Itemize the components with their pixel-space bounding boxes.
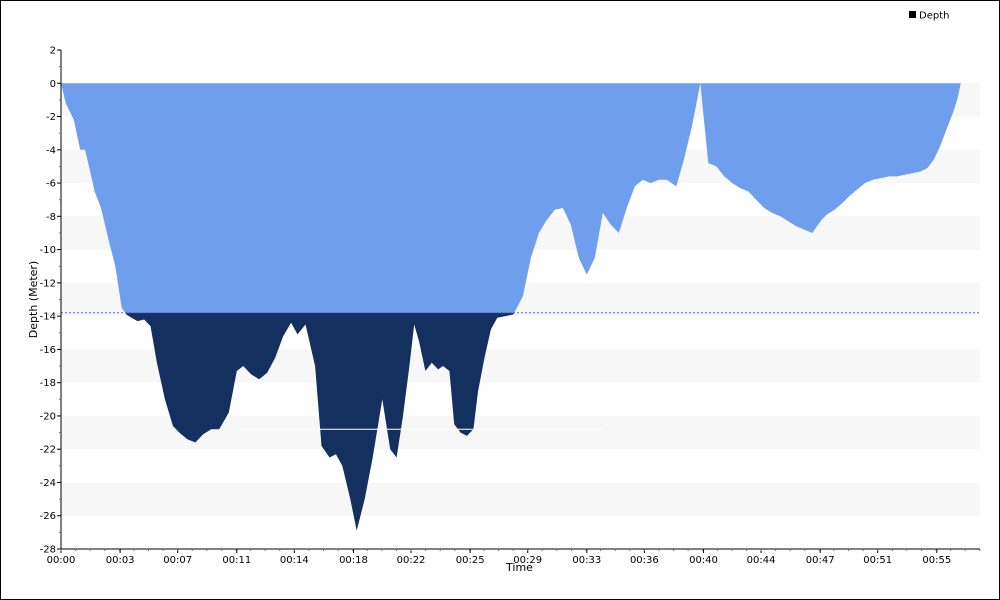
x-tick-label: 00:18 — [339, 555, 368, 566]
y-tick-label: -8 — [46, 212, 56, 223]
x-tick-label: 00:03 — [106, 555, 135, 566]
x-tick-label: 00:22 — [397, 555, 426, 566]
y-tick-label: -6 — [46, 179, 56, 190]
y-tick-label: 2 — [50, 46, 56, 57]
y-tick-label: -18 — [40, 378, 56, 389]
x-tick-label: 00:25 — [456, 555, 485, 566]
y-tick-label: -22 — [40, 445, 56, 456]
y-tick-label: -14 — [40, 312, 56, 323]
y-tick-label: -2 — [46, 112, 56, 123]
x-tick-label: 00:36 — [630, 555, 659, 566]
legend-label: Depth — [919, 11, 949, 22]
y-tick-label: -10 — [40, 245, 56, 256]
y-tick-label: -26 — [40, 511, 56, 522]
x-tick-label: 00:33 — [572, 555, 601, 566]
x-tick-label: 00:40 — [689, 555, 718, 566]
y-tick-label: -20 — [40, 411, 56, 422]
x-tick-label: 00:11 — [222, 555, 251, 566]
x-tick-label: 00:44 — [747, 555, 776, 566]
y-tick-label: -28 — [40, 545, 56, 556]
grid-band — [61, 482, 980, 516]
y-axis-title: Depth (Meter) — [27, 261, 40, 338]
x-axis-title: Time — [505, 561, 533, 574]
x-tick-label: 00:47 — [806, 555, 835, 566]
y-tick-label: -16 — [40, 345, 56, 356]
y-tick-label: -4 — [46, 145, 56, 156]
y-tick-label: -12 — [40, 278, 56, 289]
y-tick-label: 0 — [50, 79, 56, 90]
depth-area-deep — [125, 312, 515, 531]
y-tick-label: -24 — [40, 478, 56, 489]
x-tick-label: 00:29 — [513, 555, 542, 566]
x-tick-label: 00:55 — [922, 555, 951, 566]
depth-area-shallow — [61, 83, 961, 313]
x-tick-label: 00:00 — [47, 555, 76, 566]
legend-swatch — [909, 11, 916, 18]
x-tick-label: 00:51 — [863, 555, 892, 566]
x-tick-label: 00:07 — [163, 555, 192, 566]
x-tick-label: 00:14 — [280, 555, 309, 566]
